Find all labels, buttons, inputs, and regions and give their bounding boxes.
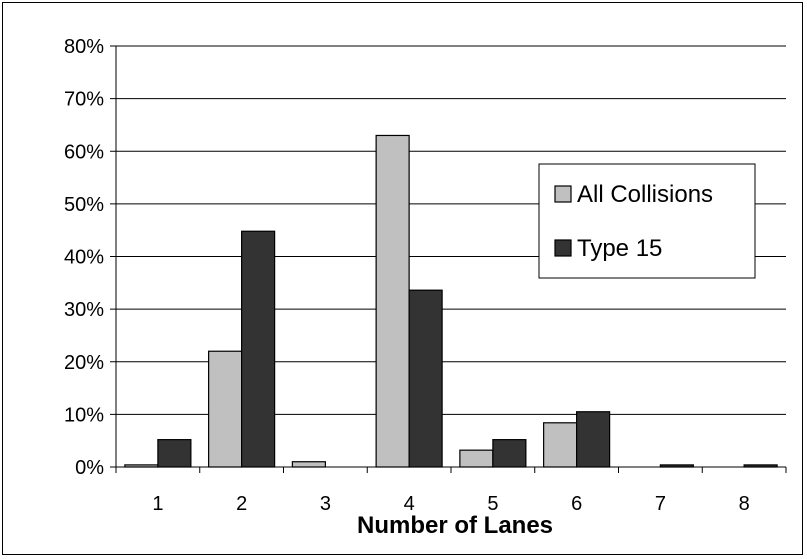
legend-swatch (554, 185, 572, 203)
bar-all-collisions-5 (459, 449, 494, 468)
axes (110, 45, 787, 473)
x-tick-label: 4 (404, 493, 415, 515)
x-tick-label: 7 (655, 493, 666, 515)
x-tick-label: 1 (152, 493, 163, 515)
bar-all-collisions-3 (291, 461, 326, 468)
y-tick-label: 60% (64, 141, 104, 163)
bar-type-15-1 (157, 439, 192, 468)
x-tick-label: 3 (320, 493, 331, 515)
legend-label: Type 15 (577, 235, 662, 262)
bar-type-15-5 (492, 439, 527, 468)
legend: All Collisions Type 15 (538, 163, 756, 279)
x-tick-labels: 1 2 3 4 5 6 7 8 (152, 493, 749, 515)
y-tick-label: 10% (64, 404, 104, 426)
y-tick-label: 40% (64, 247, 104, 269)
bar-all-collisions-6 (543, 422, 578, 468)
bar-type-15-6 (576, 411, 611, 468)
x-tick-label: 5 (487, 493, 498, 515)
y-tick-label: 20% (64, 352, 104, 374)
x-axis-title: Number of Lanes (357, 512, 553, 539)
legend-label: All Collisions (577, 181, 713, 208)
bar-type-15-2 (241, 230, 276, 468)
bar-all-collisions-2 (208, 350, 243, 468)
y-tick-label: 0% (75, 457, 104, 479)
x-tick-label: 8 (739, 493, 750, 515)
y-tick-label: 50% (64, 194, 104, 216)
bars (124, 134, 778, 468)
bar-all-collisions-4 (375, 134, 410, 468)
y-tick-label: 70% (64, 89, 104, 111)
y-tick-label: 80% (64, 36, 104, 58)
x-tick-label: 6 (571, 493, 582, 515)
legend-swatch (554, 239, 572, 257)
y-tick-labels: 0% 10% 20% 30% 40% 50% 60% 70% 80% (64, 36, 104, 479)
x-tick-label: 2 (236, 493, 247, 515)
bar-type-15-4 (408, 289, 443, 468)
y-tick-label: 30% (64, 299, 104, 321)
legend-box (538, 163, 756, 279)
